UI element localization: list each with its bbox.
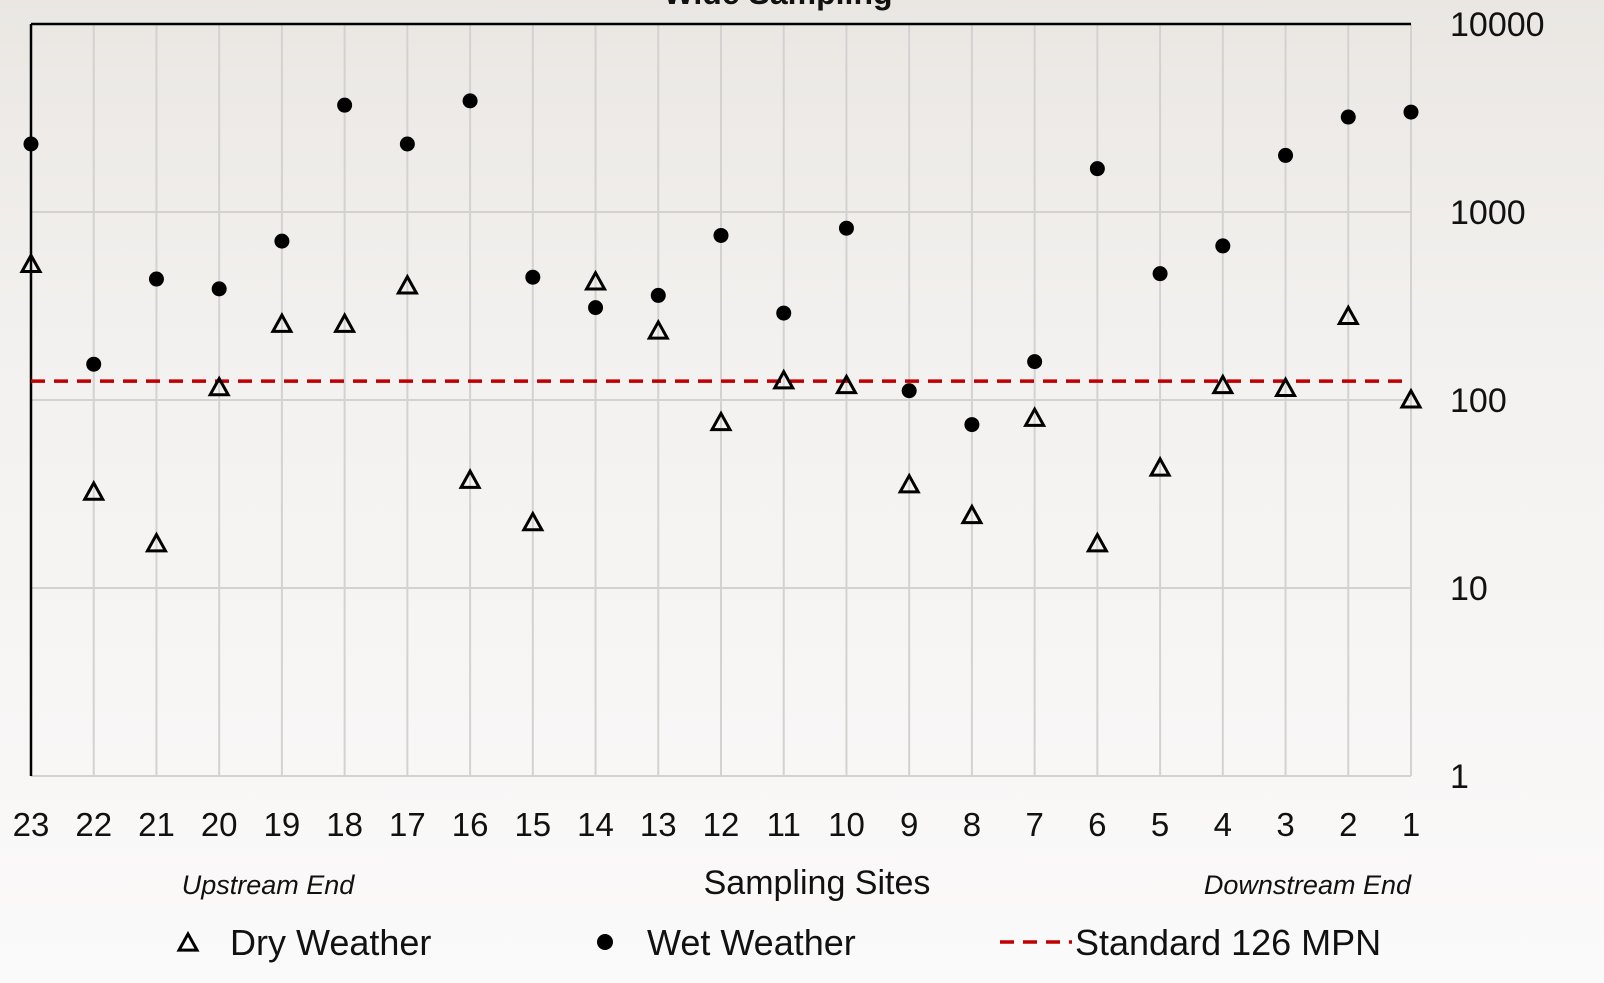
dry-weather-point — [521, 510, 545, 532]
wet-weather-point — [148, 271, 164, 287]
y-tick-label: 10000 — [1450, 6, 1545, 44]
wet-weather-point — [588, 300, 604, 316]
dry-weather-point — [207, 375, 231, 397]
wet-weather-point — [1278, 147, 1294, 163]
wet-weather-point — [86, 356, 102, 372]
gridlines — [30, 23, 1412, 777]
x-tick-label: 3 — [1276, 806, 1294, 843]
dry-weather-point — [458, 468, 482, 489]
y-tick-label: 100 — [1450, 382, 1507, 420]
legend-label: Standard 126 MPN — [1075, 922, 1381, 963]
legend: Dry Weather Wet Weather Standard 126 MPN — [176, 922, 1381, 963]
wet-weather-point — [838, 220, 854, 236]
dry-weather-point — [709, 410, 733, 432]
dry-weather-point — [270, 312, 294, 333]
wet-weather-point — [399, 136, 415, 152]
x-tick-label: 10 — [828, 806, 865, 843]
x-tick-label: 20 — [201, 806, 238, 843]
wet-weather-point — [713, 227, 729, 243]
x-tick-label: 9 — [900, 806, 918, 843]
x-tick-label: 16 — [452, 806, 489, 843]
x-tick-label: 7 — [1025, 806, 1043, 843]
wet-weather-point — [1403, 104, 1419, 120]
series-dry-weather — [19, 252, 1423, 553]
y-axis-ticks: 1 10 100 1000 10000 — [1450, 6, 1545, 796]
y-tick-label: 1 — [1450, 758, 1469, 796]
y-tick-label: 10 — [1450, 570, 1488, 608]
x-tick-label: 22 — [75, 806, 112, 843]
dry-weather-point — [1085, 531, 1109, 553]
y-tick-label: 1000 — [1450, 194, 1526, 232]
wet-weather-point — [1152, 266, 1168, 282]
dry-weather-point — [583, 269, 608, 291]
x-tick-label: 2 — [1339, 806, 1357, 843]
legend-triangle-icon — [176, 930, 200, 952]
legend-label: Wet Weather — [647, 922, 856, 963]
x-tick-label: 1 — [1402, 806, 1420, 843]
dry-weather-point — [897, 472, 921, 494]
wet-weather-point — [462, 93, 478, 109]
x-tick-label: 15 — [514, 806, 551, 843]
wet-weather-point — [776, 305, 792, 321]
wet-weather-point — [525, 269, 541, 285]
x-tick-label: 14 — [577, 806, 614, 843]
wet-weather-point — [650, 287, 666, 303]
dry-weather-point — [772, 368, 796, 390]
dry-weather-point — [834, 373, 859, 395]
downstream-annotation: Downstream End — [1204, 870, 1412, 900]
legend-circle-icon — [597, 934, 613, 950]
wet-weather-point — [23, 136, 39, 152]
wet-weather-point — [211, 281, 227, 297]
x-axis-ticks: 23 22 21 20 19 18 17 16 15 14 13 12 11 10 9 8 7 6 5 4 3 2 1 — [13, 806, 1421, 843]
wet-weather-point — [1340, 109, 1356, 125]
x-tick-label: 23 — [13, 806, 50, 843]
wet-weather-point — [964, 417, 980, 433]
legend-label: Dry Weather — [230, 922, 431, 963]
dry-weather-point — [1273, 376, 1298, 397]
wet-weather-point — [901, 383, 917, 399]
series-wet-weather — [23, 93, 1419, 433]
dry-weather-point — [395, 273, 419, 295]
wet-weather-point — [274, 233, 290, 249]
x-tick-label: 11 — [767, 806, 801, 843]
x-tick-label: 6 — [1088, 806, 1106, 843]
dry-weather-point — [19, 252, 43, 274]
wet-weather-point — [1027, 354, 1043, 370]
dry-weather-point — [1399, 387, 1423, 409]
dry-weather-point — [1336, 304, 1360, 326]
wet-weather-point — [1215, 238, 1231, 254]
chart-title: Wide Sampling — [663, 0, 892, 11]
x-axis-title: Sampling Sites — [704, 864, 931, 902]
upstream-annotation: Upstream End — [182, 870, 356, 900]
x-tick-label: 13 — [640, 806, 677, 843]
x-tick-label: 4 — [1214, 806, 1232, 843]
wet-weather-point — [337, 97, 353, 113]
x-tick-label: 21 — [138, 806, 175, 843]
dry-weather-point — [646, 318, 670, 340]
x-tick-label: 8 — [963, 806, 981, 843]
dry-weather-point — [1148, 455, 1172, 477]
dry-weather-point — [1211, 373, 1235, 395]
wet-weather-point — [1089, 161, 1105, 177]
x-tick-label: 5 — [1151, 806, 1169, 843]
dry-weather-point — [960, 503, 984, 525]
dry-weather-point — [82, 479, 106, 501]
dry-weather-point — [1023, 406, 1047, 427]
dry-weather-point — [333, 312, 357, 333]
dry-weather-point — [144, 531, 169, 553]
x-tick-label: 17 — [389, 806, 426, 843]
x-tick-label: 19 — [264, 806, 301, 843]
x-tick-label: 18 — [326, 806, 363, 843]
x-tick-label: 12 — [703, 806, 740, 843]
